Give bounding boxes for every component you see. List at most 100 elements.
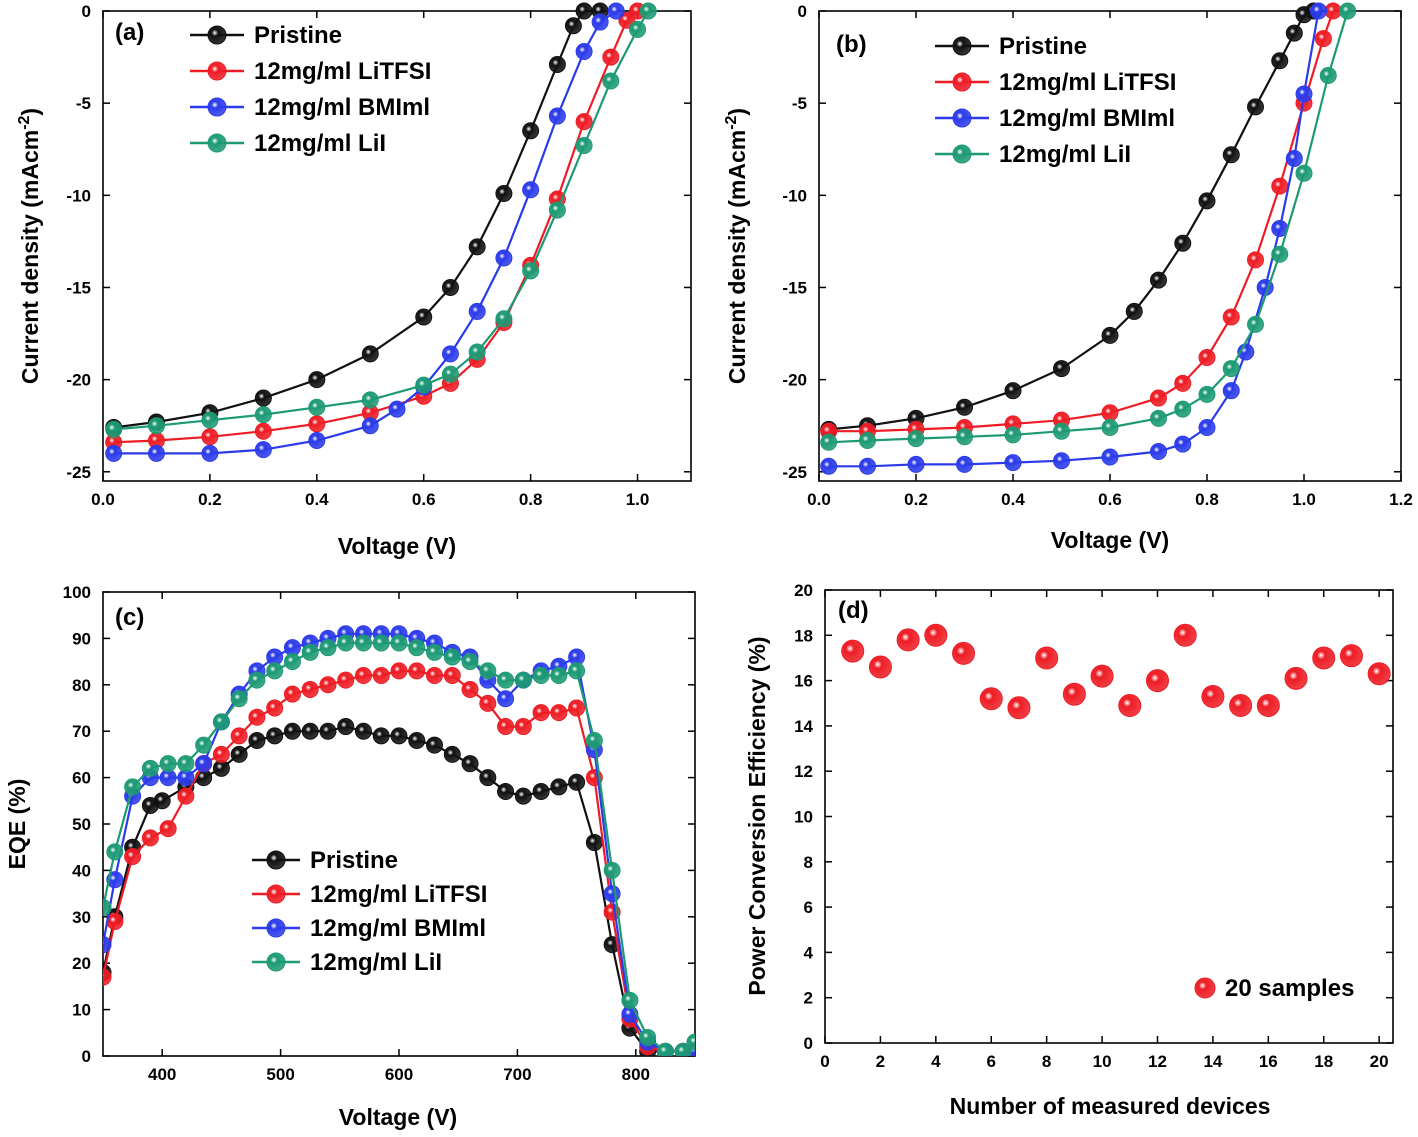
data-point [1101, 404, 1119, 422]
data-point [248, 708, 266, 726]
y-axis-title: Power Conversion Efficiency (%) [744, 636, 770, 995]
data-point [952, 641, 976, 665]
y-axis-title: Current density (mAcm-2) [16, 108, 43, 384]
data-point [497, 690, 515, 708]
data-point [1339, 2, 1357, 20]
x-tick-label: 600 [385, 1065, 413, 1084]
data-point [1174, 400, 1192, 418]
data-point [337, 634, 355, 652]
y-tick-label: 4 [804, 943, 814, 962]
data-point [319, 722, 337, 740]
data-point [354, 634, 372, 652]
data-point [568, 699, 586, 717]
x-tick-label: 1.2 [1389, 490, 1413, 509]
data-point [495, 184, 513, 202]
data-point [495, 249, 513, 267]
panel-label: (c) [115, 604, 144, 631]
data-point [124, 847, 142, 865]
data-point [1310, 2, 1328, 20]
data-point [212, 713, 230, 731]
data-point [1285, 24, 1303, 42]
data-point [522, 262, 540, 280]
data-point [907, 430, 925, 448]
data-point [568, 662, 586, 680]
data-point [1004, 382, 1022, 400]
y-tick-label: 16 [794, 672, 813, 691]
y-tick-label: -10 [66, 186, 91, 205]
data-point [956, 428, 973, 446]
legend-marker [952, 36, 972, 56]
data-point [248, 671, 266, 689]
series-line [103, 632, 695, 1053]
x-tick-label: 0.8 [1195, 490, 1219, 509]
data-point [1004, 426, 1022, 444]
y-tick-label: 20 [72, 954, 91, 973]
data-point [230, 745, 248, 763]
data-point [153, 792, 171, 810]
y-tick-label: 70 [72, 722, 91, 741]
y-tick-label: 8 [804, 853, 813, 872]
data-point [443, 648, 461, 666]
data-point [1062, 682, 1086, 706]
data-point [550, 778, 568, 796]
data-point [408, 639, 426, 657]
x-tick-label: 0.8 [519, 490, 543, 509]
legend-marker [1194, 977, 1216, 999]
legend-label: 12mg/ml LiTFSI [999, 69, 1176, 96]
x-tick-label: 0.2 [904, 490, 928, 509]
data-point [550, 667, 568, 685]
legend: 20 samples [1194, 975, 1354, 1002]
data-point [441, 365, 459, 383]
data-point [1247, 315, 1264, 333]
data-point [1004, 454, 1022, 472]
data-point [1125, 302, 1143, 320]
data-point [468, 302, 486, 320]
data-point [479, 662, 497, 680]
data-point [266, 727, 284, 745]
legend-label: 12mg/ml LiI [310, 949, 442, 976]
data-point [1271, 52, 1289, 70]
data-point [195, 755, 213, 773]
panel-b: 0.0 0.2 0.4 0.6 0.8 1.0 1.2 0 -5 -10 -15 -20 -25 Volt… [723, 2, 1413, 553]
data-point [301, 680, 319, 698]
data-point [354, 722, 372, 740]
data-point [361, 417, 379, 435]
y-tick-label: 0 [82, 2, 91, 21]
data-point [141, 759, 159, 777]
x-tick-label: 0.6 [1098, 490, 1122, 509]
data-point [254, 406, 272, 424]
data-point [1222, 360, 1240, 378]
legend-label: Pristine [999, 33, 1087, 60]
x-tick-label: 0.2 [198, 490, 222, 509]
x-axis-title: Voltage (V) [339, 1104, 457, 1130]
x-tick-label: 18 [1314, 1052, 1333, 1071]
x-tick-label: 4 [931, 1052, 941, 1071]
legend-label: Pristine [254, 22, 342, 49]
data-point [308, 415, 326, 433]
data-point [575, 2, 593, 20]
data-point [532, 704, 550, 722]
x-tick-label: 16 [1259, 1052, 1278, 1071]
data-point [621, 991, 639, 1009]
data-point [896, 628, 920, 652]
data-point [337, 718, 355, 736]
data-point [372, 634, 390, 652]
x-tick-label: 0.4 [1001, 490, 1025, 509]
data-point [575, 43, 593, 61]
data-point [1229, 694, 1253, 718]
data-point [426, 667, 444, 685]
data-point [1174, 435, 1192, 453]
panel-a: 0.0 0.2 0.4 0.6 0.8 1.0 0 -5 -10 -15 -20 -25 Voltage… [16, 2, 692, 559]
data-point [602, 48, 620, 66]
legend-marker [207, 25, 227, 45]
plot-area [103, 625, 695, 1056]
series-line [113, 10, 617, 455]
data-point [1295, 85, 1313, 103]
data-point [1101, 419, 1119, 437]
data-point [1319, 67, 1337, 85]
data-point [266, 662, 284, 680]
y-tick-label: 40 [72, 861, 91, 880]
y-tick-label: 0 [82, 1047, 91, 1066]
legend-label: 12mg/ml LiI [254, 130, 386, 157]
y-tick-label: 12 [794, 762, 813, 781]
